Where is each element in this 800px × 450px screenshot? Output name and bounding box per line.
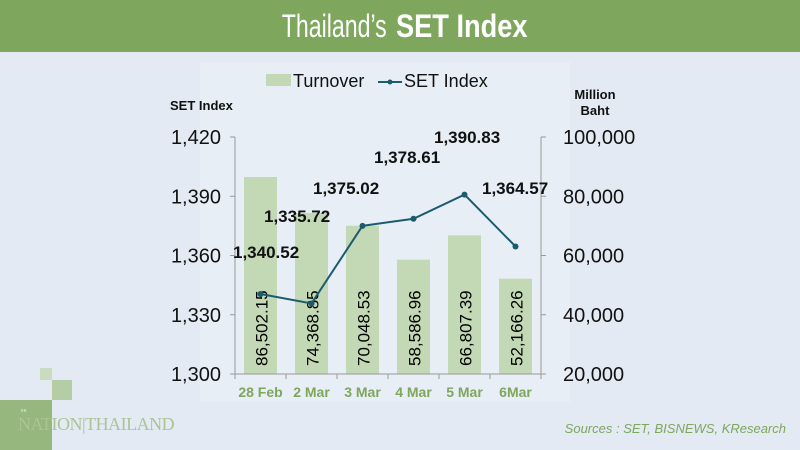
legend-marker [387,79,393,85]
legend-label-turnover: Turnover [293,71,364,91]
set-index-value-label: 1,390.83 [434,128,500,147]
logo-text: NATION|THAILAND [18,414,175,434]
legend-label-set-index: SET Index [404,71,488,91]
set-index-value-label: 1,375.02 [313,179,379,198]
set-index-point [410,215,417,222]
y-right-tick-label: 20,000 [563,364,624,386]
title-bold: SET Index [395,8,528,44]
bar-value-label: 74,368.85 [304,290,323,366]
bar-value-label: 52,166.26 [508,290,527,366]
y-left-tick-label: 1,300 [171,364,221,386]
set-index-value-label: 1,378.61 [374,148,440,167]
bar-turnover [346,225,379,374]
y-right-tick-label: 40,000 [563,305,624,327]
bar-value-label: 66,807.39 [457,290,476,366]
set-index-value-label: 1,340.52 [233,243,299,262]
y-left-tick-label: 1,330 [171,305,221,327]
y-right-axis-label: Baht [581,103,611,118]
x-tick-label: 28 Feb [238,384,282,400]
legend-swatch-turnover [266,74,291,86]
y-left-tick-label: 1,390 [171,186,221,208]
y-right-axis-label: Million [574,87,615,102]
set-index-line [260,193,517,305]
y-left-axis-label: SET Index [170,98,234,113]
y-right-tick-label: 80,000 [563,186,624,208]
set-index-point [359,222,366,229]
y-left-tick-label: 1,420 [171,127,221,149]
decor-square [40,368,52,380]
bar-value-label: 86,502.15 [253,290,272,366]
set-index-point [461,191,468,198]
set-index-point [512,243,519,250]
y-right-tick-label: 60,000 [563,246,624,268]
set-index-point [308,300,315,307]
bar-turnover [295,212,328,374]
sources: Sources : SET, BISNEWS, KResearch [564,421,786,436]
set-index-value-label: 1,364.57 [482,179,548,198]
y-left-tick-label: 1,360 [171,246,221,268]
x-tick-label: 2 Mar [293,384,330,400]
decor-square [52,380,72,400]
title-prefix: Thailand’s [281,8,387,44]
bar-turnover [448,235,481,374]
x-tick-label: 6Mar [499,384,532,400]
x-tick-label: 4 Mar [395,384,432,400]
set-index-value-label: 1,335.72 [264,207,330,226]
logo-small: THE [20,408,27,413]
bar-turnover [244,176,277,374]
nation-thailand-logo: THE NATION|THAILAND [18,408,175,435]
y-right-tick-label: 100,000 [563,127,635,149]
decor-square [0,400,52,450]
set-index-point [257,290,264,297]
bar-value-label: 58,586.96 [406,290,425,366]
bar-value-label: 70,048.53 [355,290,374,366]
bar-turnover [397,259,430,374]
x-tick-label: 5 Mar [446,384,483,400]
x-tick-label: 3 Mar [344,384,381,400]
chart-title: Thailand’s SET Index [0,0,800,52]
bar-turnover [499,278,532,374]
